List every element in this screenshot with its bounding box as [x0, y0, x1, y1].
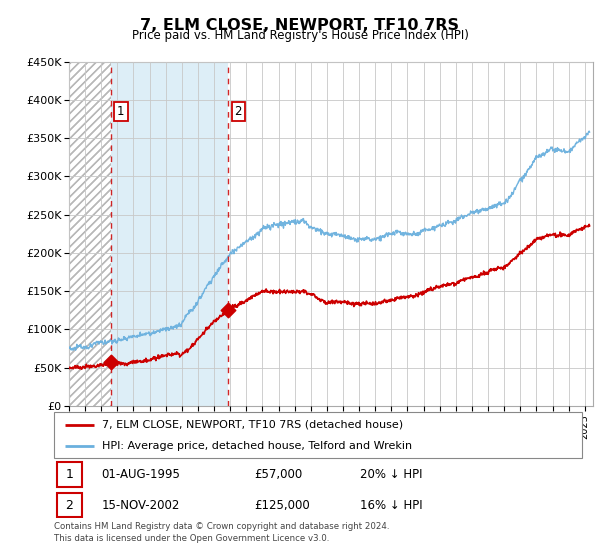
Text: 1: 1: [117, 105, 125, 118]
Bar: [69, 62, 110, 406]
Text: 2: 2: [235, 105, 242, 118]
Bar: [56, 462, 82, 487]
Text: £125,000: £125,000: [254, 498, 310, 512]
Text: 7, ELM CLOSE, NEWPORT, TF10 7RS (detached house): 7, ELM CLOSE, NEWPORT, TF10 7RS (detache…: [101, 419, 403, 430]
Text: 20% ↓ HPI: 20% ↓ HPI: [360, 468, 423, 481]
Text: 2: 2: [65, 498, 73, 512]
Text: 1: 1: [65, 468, 73, 481]
Text: Contains HM Land Registry data © Crown copyright and database right 2024.
This d: Contains HM Land Registry data © Crown c…: [54, 522, 389, 543]
Bar: [69, 62, 110, 406]
Text: Price paid vs. HM Land Registry's House Price Index (HPI): Price paid vs. HM Land Registry's House …: [131, 29, 469, 42]
Text: £57,000: £57,000: [254, 468, 303, 481]
Bar: [110, 62, 228, 406]
Bar: [56, 493, 82, 517]
Text: HPI: Average price, detached house, Telford and Wrekin: HPI: Average price, detached house, Telf…: [101, 441, 412, 451]
Point: [106, 358, 115, 367]
Text: 01-AUG-1995: 01-AUG-1995: [101, 468, 181, 481]
Text: 15-NOV-2002: 15-NOV-2002: [101, 498, 180, 512]
Text: 7, ELM CLOSE, NEWPORT, TF10 7RS: 7, ELM CLOSE, NEWPORT, TF10 7RS: [140, 18, 460, 33]
Text: 16% ↓ HPI: 16% ↓ HPI: [360, 498, 423, 512]
Point: [223, 306, 233, 315]
